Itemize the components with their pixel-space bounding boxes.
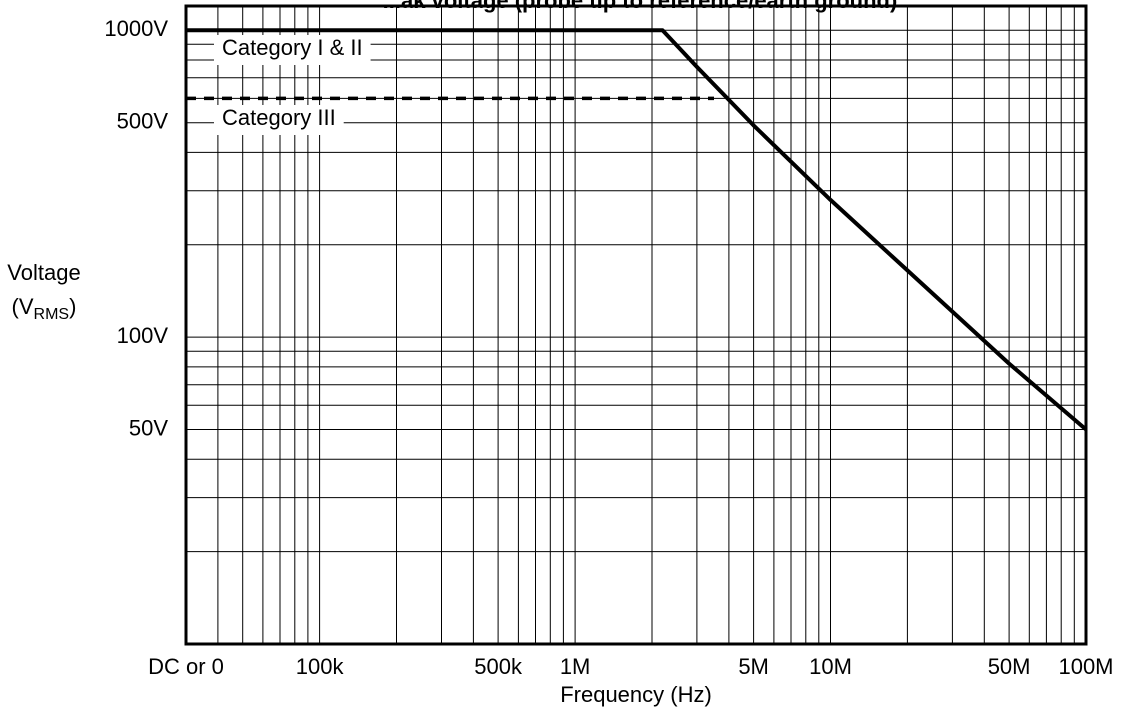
series-line-1 bbox=[186, 28, 1088, 432]
legend-label-1: Category I & II bbox=[222, 35, 363, 60]
chart-title: ...ak voltage (probe tip to reference/ea… bbox=[383, 0, 898, 13]
x-tick-label: 50M bbox=[988, 654, 1031, 679]
y-tick-label: 50V bbox=[129, 415, 168, 440]
y-tick-labels: 1000V 500V 100V 50V bbox=[104, 16, 168, 440]
y-axis-title-subscript: RMS bbox=[34, 306, 70, 323]
grid bbox=[186, 6, 1086, 644]
y-axis-title-suffix: ) bbox=[69, 294, 76, 319]
x-tick-label: 10M bbox=[809, 654, 852, 679]
legend: Category I & II Category III bbox=[214, 35, 371, 135]
x-tick-label: 100k bbox=[296, 654, 345, 679]
y-tick-label: 1000V bbox=[104, 16, 168, 41]
y-axis-title-line2: (VRMS) bbox=[12, 294, 77, 323]
series-layer bbox=[186, 28, 1088, 432]
legend-label-bg bbox=[214, 35, 371, 65]
legend-label-bg bbox=[214, 105, 344, 135]
x-tick-label: 1M bbox=[560, 654, 591, 679]
plot-frame bbox=[184, 4, 1088, 646]
x-tick-label: 5M bbox=[738, 654, 769, 679]
y-tick-label: 100V bbox=[117, 323, 169, 348]
x-axis-title: Frequency (Hz) bbox=[560, 682, 712, 707]
legend-label-2: Category III bbox=[222, 105, 336, 130]
y-axis-title-line1: Voltage bbox=[7, 260, 80, 285]
y-axis-title-prefix: (V bbox=[12, 294, 34, 319]
x-tick-label: 500k bbox=[474, 654, 523, 679]
x-tick-label: DC or 0 bbox=[148, 654, 224, 679]
x-tick-label: 100M bbox=[1058, 654, 1113, 679]
y-tick-label: 500V bbox=[117, 109, 169, 134]
x-tick-labels: DC or 0 100k 500k 1M 5M 10M 50M 100M bbox=[148, 654, 1113, 679]
